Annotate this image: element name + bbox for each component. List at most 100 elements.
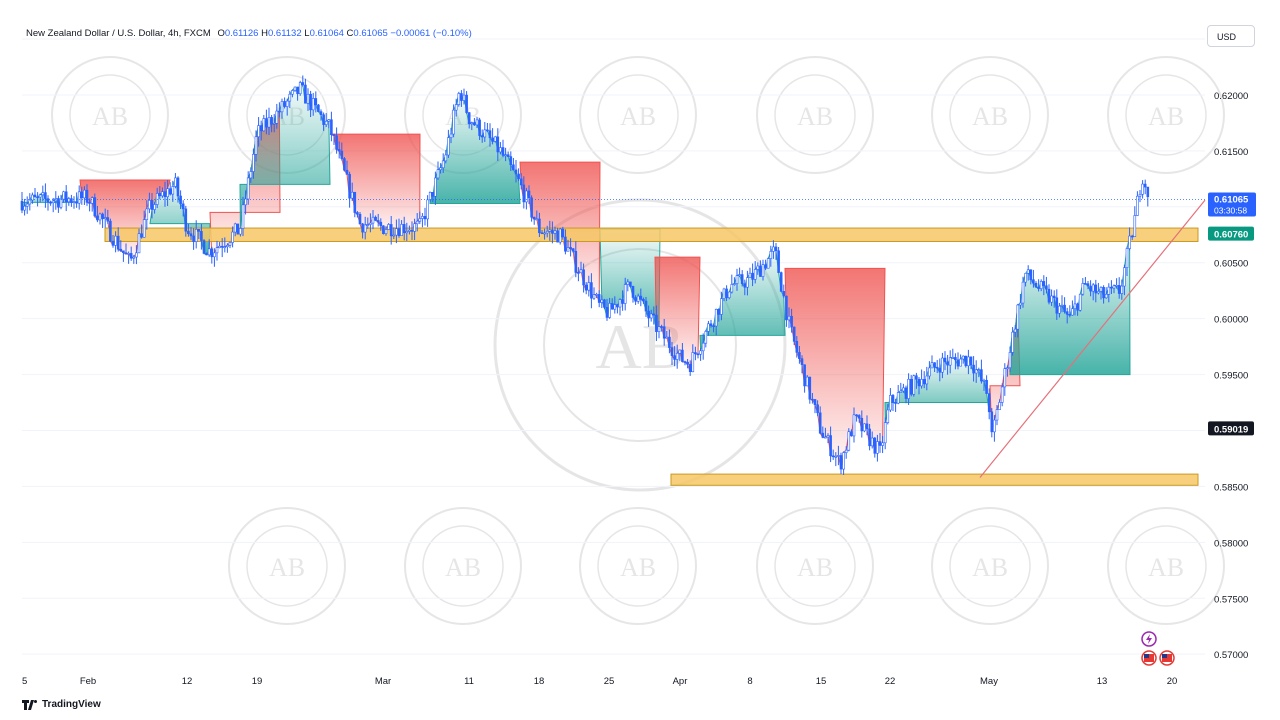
y-tick-label: 0.60000 <box>1214 315 1248 326</box>
event-markers[interactable] <box>1141 631 1175 666</box>
candle <box>761 259 765 281</box>
candle-body <box>421 216 424 219</box>
candle-body <box>246 177 250 200</box>
candle-body <box>1102 287 1105 299</box>
candle-body <box>530 197 533 218</box>
candle <box>259 120 263 141</box>
candle-body <box>1003 368 1007 388</box>
candle-body <box>597 294 601 303</box>
candle-body <box>740 274 744 285</box>
candle-body <box>980 369 983 382</box>
candle-body <box>70 198 73 203</box>
candle <box>493 136 497 143</box>
symbol-title[interactable]: New Zealand Dollar / U.S. Dollar, 4h, FX… <box>26 28 211 39</box>
candle <box>246 171 250 205</box>
candle-body <box>821 432 825 438</box>
candle <box>980 359 983 384</box>
candle-body <box>363 224 367 233</box>
candle <box>395 219 398 244</box>
candle <box>374 215 377 222</box>
support-zone[interactable] <box>104 227 1199 242</box>
candle <box>1024 273 1027 287</box>
candle-body <box>1021 281 1025 304</box>
seal-inner-ring <box>69 74 151 156</box>
candle-body <box>145 208 149 220</box>
close-label: C <box>346 28 354 39</box>
candle <box>98 212 102 225</box>
candle-body <box>278 110 281 113</box>
seal-inner-ring <box>949 525 1031 607</box>
candle <box>57 195 60 213</box>
candle-body <box>551 229 554 234</box>
candle <box>587 275 591 297</box>
candle-body <box>405 231 409 234</box>
support-trendline[interactable] <box>979 199 1206 478</box>
candle-body <box>556 230 559 243</box>
candle <box>556 227 559 243</box>
candle-body <box>59 198 63 208</box>
us-flag-event-icon[interactable] <box>1159 650 1175 666</box>
candle-body <box>616 304 619 308</box>
watermark-seal: AB <box>404 507 522 625</box>
seal-inner-ring <box>246 525 328 607</box>
candle <box>122 250 125 262</box>
seal-inner-ring <box>949 74 1031 156</box>
candle-body <box>678 349 682 354</box>
tradingview-logo[interactable]: TradingView <box>22 699 101 710</box>
trendline[interactable] <box>979 199 1206 478</box>
candle-body <box>1094 284 1098 294</box>
candle <box>350 182 354 201</box>
y-tick-label: 0.62000 <box>1214 91 1248 102</box>
candle-body <box>210 248 214 258</box>
x-axis[interactable]: 5 Feb 12 19 Mar 11 18 25 Apr 8 15 22 May 13 20 <box>22 676 1177 687</box>
candle <box>1013 325 1017 338</box>
candle <box>1073 295 1077 316</box>
seal-ring <box>1107 56 1225 174</box>
candle <box>644 297 648 318</box>
lightning-event-icon[interactable] <box>1141 631 1157 647</box>
candle-body <box>805 376 809 387</box>
candle-body <box>38 194 42 198</box>
candle <box>44 183 47 208</box>
candle-body <box>1110 286 1113 289</box>
candle-body <box>811 398 814 401</box>
candle-body <box>925 375 929 385</box>
us-flag-event-icon[interactable] <box>1141 650 1157 666</box>
candle <box>278 102 281 118</box>
candle <box>343 157 346 172</box>
candle <box>574 241 578 278</box>
candle-body <box>561 228 565 238</box>
candle-body <box>28 199 32 205</box>
candle-body <box>239 228 242 235</box>
candle-body <box>733 283 736 285</box>
y-axis[interactable]: 0.625000.620000.615000.610000.605000.600… <box>1208 35 1256 661</box>
candle-body <box>1039 281 1043 289</box>
currency-button[interactable]: USD <box>1207 25 1255 47</box>
candle <box>813 399 817 414</box>
candle-body <box>400 224 403 236</box>
candle-body <box>111 240 115 246</box>
candle <box>288 90 292 108</box>
candle <box>176 176 180 203</box>
candle <box>114 231 117 253</box>
candle-body <box>566 247 570 252</box>
candle-body <box>1073 303 1077 309</box>
candle <box>621 290 624 311</box>
candle <box>150 193 154 219</box>
low-value: 0.61064 <box>309 28 344 39</box>
candle-body <box>228 242 232 246</box>
candle <box>454 98 458 117</box>
candle <box>1042 275 1046 296</box>
support-zone[interactable] <box>670 473 1199 486</box>
watermark-seal: AB <box>931 56 1049 174</box>
candle-body <box>894 402 897 404</box>
candle-body <box>844 449 848 453</box>
candle <box>244 190 247 215</box>
candle <box>356 211 359 218</box>
candle <box>1032 269 1035 288</box>
candle <box>691 344 695 373</box>
candle-body <box>558 228 562 243</box>
candle-body <box>475 119 479 126</box>
candle-body <box>1050 295 1053 303</box>
